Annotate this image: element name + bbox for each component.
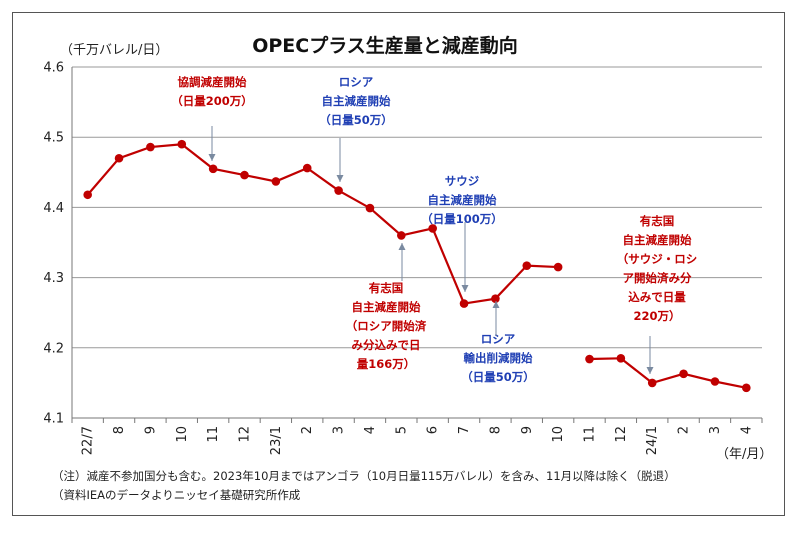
annotation-text: 輸出削減開始 bbox=[464, 351, 533, 365]
data-point bbox=[585, 354, 594, 364]
axes bbox=[71, 67, 763, 423]
data-point bbox=[334, 186, 343, 195]
y-tick-label: 4.1 bbox=[43, 412, 64, 427]
data-point bbox=[83, 190, 92, 200]
data-point bbox=[208, 164, 218, 174]
annotation-text: 量166万） bbox=[357, 357, 416, 371]
data-point bbox=[240, 170, 249, 180]
data-point bbox=[710, 377, 720, 386]
x-tick-label: 10 bbox=[175, 426, 190, 443]
series-lines bbox=[86, 143, 747, 389]
x-tick-label: 2 bbox=[300, 426, 315, 434]
data-point bbox=[616, 354, 626, 363]
footnote: （注）減産不参加国分も含む。2023年10月まではアンゴラ（10月日量115万バ… bbox=[52, 469, 676, 483]
data-point bbox=[522, 261, 532, 270]
data-point bbox=[177, 139, 187, 149]
annotation-text: 有志国 bbox=[369, 281, 404, 295]
annotation-text: 協調減産開始 bbox=[178, 75, 247, 89]
annotation-text: （日量100万） bbox=[421, 212, 503, 226]
annotation-text: み分込みで日 bbox=[352, 338, 421, 352]
x-tick-label: 11 bbox=[583, 426, 598, 443]
x-tick-label: 3 bbox=[332, 426, 347, 434]
x-tick-label: 4 bbox=[739, 426, 754, 434]
y-tick-label: 4.3 bbox=[43, 271, 64, 286]
gridlines bbox=[72, 66, 762, 349]
x-tick-label: 7 bbox=[457, 426, 472, 434]
data-point bbox=[553, 262, 563, 272]
data-point bbox=[679, 369, 688, 379]
annotation-text: サウジ bbox=[445, 174, 480, 188]
x-tick-label: 8 bbox=[488, 426, 503, 434]
x-tick-labels: 22/7 8 9 10 11 12 23/1 2 3 4 5 6 7 8 9 10 11 12 24/1 2 3 4 bbox=[81, 426, 755, 455]
annotation-text: （ロシア開始済 bbox=[346, 319, 427, 333]
annotation-text: 込みで日量 bbox=[628, 290, 686, 304]
x-tick-label: 24/1 bbox=[645, 426, 660, 455]
y-tick-labels: 4.1 4.2 4.3 4.4 4.5 4.6 bbox=[43, 61, 64, 427]
series-line bbox=[86, 143, 559, 305]
data-point bbox=[302, 163, 312, 173]
x-tick-label: 22/7 bbox=[81, 426, 96, 455]
data-point bbox=[742, 383, 751, 393]
annotation-text: ア開始済み分 bbox=[623, 271, 692, 285]
y-axis-unit: （千万バレル/日） bbox=[60, 43, 168, 58]
annotation-text: （サウジ・ロシ bbox=[617, 252, 698, 266]
data-point bbox=[647, 378, 657, 388]
y-tick-label: 4.2 bbox=[43, 341, 64, 356]
annotation-text: 有志国 bbox=[640, 214, 675, 228]
series-points bbox=[83, 139, 751, 393]
data-point bbox=[459, 299, 469, 308]
x-tick-label: 3 bbox=[708, 426, 723, 434]
annotation-text: （日量50万） bbox=[461, 370, 535, 384]
annotation-arrowhead bbox=[461, 285, 469, 292]
data-point bbox=[146, 142, 155, 152]
y-tick-label: 4.5 bbox=[43, 131, 64, 146]
data-point bbox=[428, 224, 437, 233]
series-line bbox=[589, 357, 747, 389]
annotation-text: 自主減産開始 bbox=[322, 94, 391, 108]
y-tick-label: 4.4 bbox=[43, 201, 64, 216]
x-tick-label: 12 bbox=[614, 426, 629, 443]
annotation-text: 自主減産開始 bbox=[352, 300, 421, 314]
x-tick-label: 6 bbox=[426, 426, 441, 434]
annotation-text: （日量50万） bbox=[319, 113, 393, 127]
annotations: 協調減産開始（日量200万）ロシア自主減産開始（日量50万）サウジ自主減産開始（… bbox=[171, 75, 697, 384]
source-note: （資料IEAのデータよりニッセイ基礎研究所作成 bbox=[52, 488, 301, 502]
annotation-text: 220万） bbox=[633, 309, 680, 323]
x-tick-label: 5 bbox=[394, 426, 409, 434]
annotation-arrowhead bbox=[398, 243, 406, 250]
annotation-text: 自主減産開始 bbox=[623, 233, 692, 247]
annotation-text: ロシア bbox=[339, 75, 374, 89]
x-tick-label: 12 bbox=[238, 426, 253, 443]
data-point bbox=[397, 231, 406, 240]
data-point bbox=[491, 294, 500, 303]
annotation-arrowhead bbox=[336, 175, 344, 182]
chart-frame bbox=[12, 12, 785, 516]
x-tick-label: 11 bbox=[206, 426, 221, 443]
data-point bbox=[365, 203, 375, 213]
annotation-text: 自主減産開始 bbox=[428, 193, 497, 207]
data-point bbox=[114, 153, 124, 163]
x-tick-label: 9 bbox=[143, 426, 158, 434]
x-tick-label: 9 bbox=[520, 426, 535, 434]
annotation-arrowhead bbox=[492, 301, 500, 308]
annotation-arrowhead bbox=[646, 367, 654, 374]
data-point bbox=[271, 177, 281, 186]
x-tick-label: 10 bbox=[551, 426, 566, 443]
chart-title: OPECプラス生産量と減産動向 bbox=[252, 34, 518, 57]
x-tick-label: 4 bbox=[363, 426, 378, 434]
x-axis-unit: （年/月） bbox=[716, 447, 772, 462]
annotation-text: （日量200万） bbox=[171, 94, 253, 108]
x-tick-label: 23/1 bbox=[269, 426, 284, 455]
x-tick-label: 2 bbox=[677, 426, 692, 434]
annotation-text: ロシア bbox=[481, 332, 516, 346]
x-tick-label: 8 bbox=[112, 426, 127, 434]
y-tick-label: 4.6 bbox=[43, 61, 64, 76]
annotation-arrowhead bbox=[208, 154, 216, 161]
